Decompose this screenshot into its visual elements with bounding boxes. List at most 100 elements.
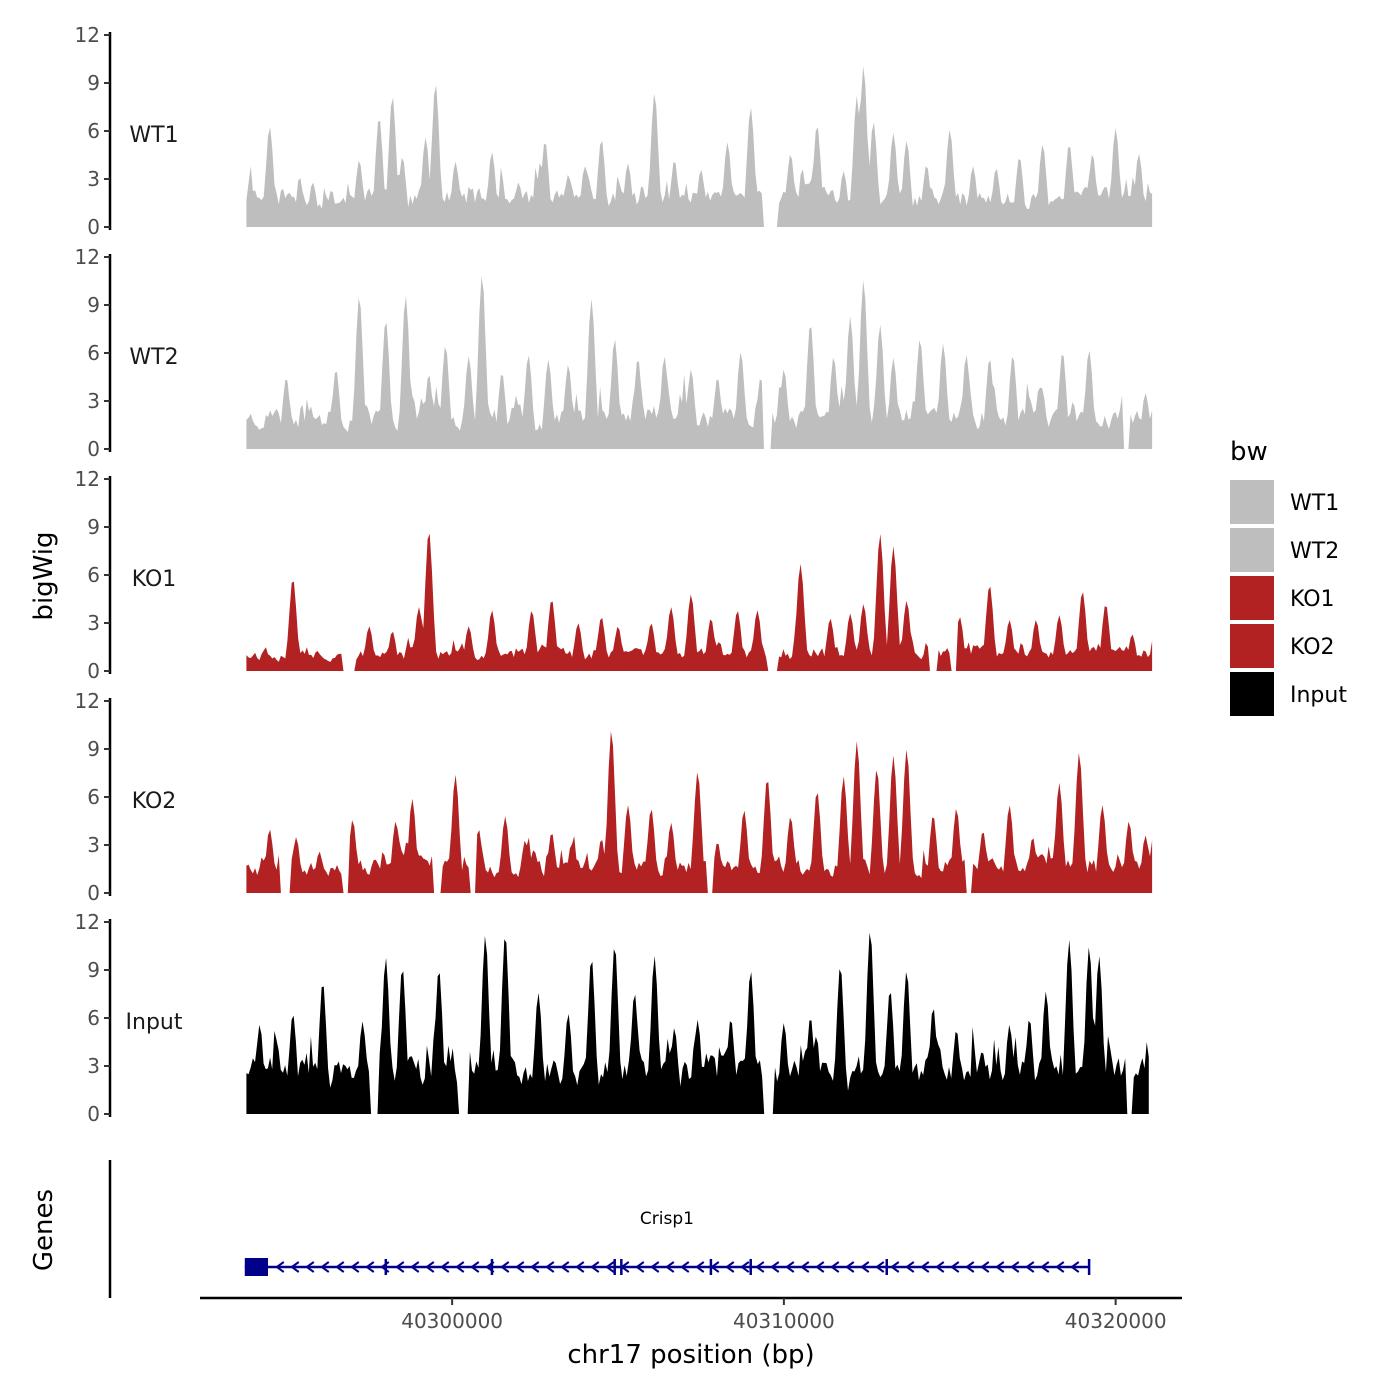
strand-arrow [1070, 1261, 1080, 1273]
x-axis-title: chr17 position (bp) [567, 1340, 814, 1370]
legend-swatch [1230, 480, 1274, 524]
y-axis-title: bigWig [29, 531, 59, 620]
y-tick-label: 6 [87, 341, 100, 365]
strand-arrow [515, 1261, 525, 1273]
track-wt1: 0 3 6 9 12 WT1 [75, 23, 1153, 239]
y-tick-label: 3 [87, 389, 100, 413]
strand-arrow [935, 1261, 945, 1273]
strand-arrow [995, 1261, 1005, 1273]
strand-arrow [650, 1261, 660, 1273]
strand-arrow [905, 1261, 915, 1273]
strand-arrow [365, 1261, 375, 1273]
track-label: KO2 [132, 789, 177, 814]
track-label: WT1 [129, 123, 178, 148]
strand-arrow [455, 1261, 465, 1273]
bigwig-tracks: 0 3 6 9 12 WT1 0 3 6 9 12 WT2 0 3 6 9 12 KO1 0 3 6 9 12 KO2 0 3 6 9… [75, 23, 1153, 1126]
area-ko1 [246, 533, 1153, 671]
gene-model [244, 1258, 1091, 1276]
strand-arrow [665, 1261, 675, 1273]
strand-arrow [755, 1261, 765, 1273]
legend-item-wt2: WT2 [1230, 528, 1339, 572]
y-tick-label: 0 [87, 1102, 100, 1126]
strand-arrow [890, 1261, 900, 1273]
legend-items: WT1 WT2 KO1 KO2 Input [1230, 480, 1347, 716]
strand-arrow [845, 1261, 855, 1273]
strand-arrow [440, 1261, 450, 1273]
strand-arrow [500, 1261, 510, 1273]
track-label: Input [126, 1010, 183, 1035]
strand-arrow [785, 1261, 795, 1273]
track-ko2: 0 3 6 9 12 KO2 [75, 689, 1153, 905]
y-tick-label: 3 [87, 611, 100, 635]
gene-exon [244, 1258, 269, 1276]
strand-arrow [470, 1261, 480, 1273]
y-tick-label: 9 [87, 515, 100, 539]
x-tick-label: 40310000 [733, 1309, 835, 1333]
legend-item-ko1: KO1 [1230, 576, 1335, 620]
strand-arrow [950, 1261, 960, 1273]
y-tick-label: 6 [87, 1006, 100, 1030]
strand-arrow [800, 1261, 810, 1273]
strand-arrow [395, 1261, 405, 1273]
strand-arrow [575, 1261, 585, 1273]
strand-arrow [830, 1261, 840, 1273]
strand-arrow [425, 1261, 435, 1273]
legend-swatch [1230, 672, 1274, 716]
legend-item-wt1: WT1 [1230, 480, 1339, 524]
legend-item-ko2: KO2 [1230, 624, 1335, 668]
y-tick-label: 9 [87, 737, 100, 761]
genes-panel: Genes Crisp1 [29, 1160, 1091, 1298]
y-tick-label: 0 [87, 437, 100, 461]
track-ko1: 0 3 6 9 12 KO1 [75, 467, 1153, 683]
strand-arrow [635, 1261, 645, 1273]
strand-arrow [860, 1261, 870, 1273]
y-tick-label: 12 [75, 910, 100, 934]
strand-arrow [605, 1261, 615, 1273]
strand-arrow [1040, 1261, 1050, 1273]
strand-arrow [770, 1261, 780, 1273]
strand-arrow [290, 1261, 300, 1273]
x-tick-label: 40300000 [401, 1309, 503, 1333]
y-tick-label: 12 [75, 467, 100, 491]
y-tick-label: 12 [75, 245, 100, 269]
y-tick-label: 9 [87, 71, 100, 95]
strand-arrow [320, 1261, 330, 1273]
strand-arrow [740, 1261, 750, 1273]
strand-arrow [590, 1261, 600, 1273]
strand-arrow [410, 1261, 420, 1273]
strand-arrow [965, 1261, 975, 1273]
y-tick-label: 6 [87, 119, 100, 143]
track-label: WT2 [129, 345, 178, 370]
strand-arrow [980, 1261, 990, 1273]
strand-arrow [1010, 1261, 1020, 1273]
strand-arrow [560, 1261, 570, 1273]
strand-arrow [875, 1261, 885, 1273]
strand-arrow [305, 1261, 315, 1273]
strand-arrow [545, 1261, 555, 1273]
strand-arrow [350, 1261, 360, 1273]
x-ticks: 40300000 40310000 40320000 [401, 1298, 1167, 1333]
strand-arrow [680, 1261, 690, 1273]
y-tick-label: 12 [75, 23, 100, 47]
strand-arrow [275, 1261, 285, 1273]
strand-arrow [695, 1261, 705, 1273]
y-tick-label: 0 [87, 659, 100, 683]
y-tick-label: 0 [87, 215, 100, 239]
x-axis: 40300000 40310000 40320000 chr17 position … [200, 1296, 1182, 1370]
legend-label: WT2 [1290, 539, 1339, 564]
area-wt2 [246, 276, 1153, 449]
strand-arrow [530, 1261, 540, 1273]
legend-swatch [1230, 624, 1274, 668]
gene-label: Crisp1 [640, 1209, 694, 1229]
y-tick-label: 3 [87, 833, 100, 857]
area-ko2 [246, 731, 1153, 893]
track-wt2: 0 3 6 9 12 WT2 [75, 245, 1153, 461]
legend-swatch [1230, 528, 1274, 572]
y-tick-label: 3 [87, 1054, 100, 1078]
y-tick-label: 12 [75, 689, 100, 713]
legend-title: bw [1230, 437, 1268, 467]
y-tick-label: 6 [87, 563, 100, 587]
legend-item-input: Input [1230, 672, 1347, 716]
legend: bw WT1 WT2 KO1 KO2 Input [1230, 437, 1347, 716]
strand-arrow [815, 1261, 825, 1273]
